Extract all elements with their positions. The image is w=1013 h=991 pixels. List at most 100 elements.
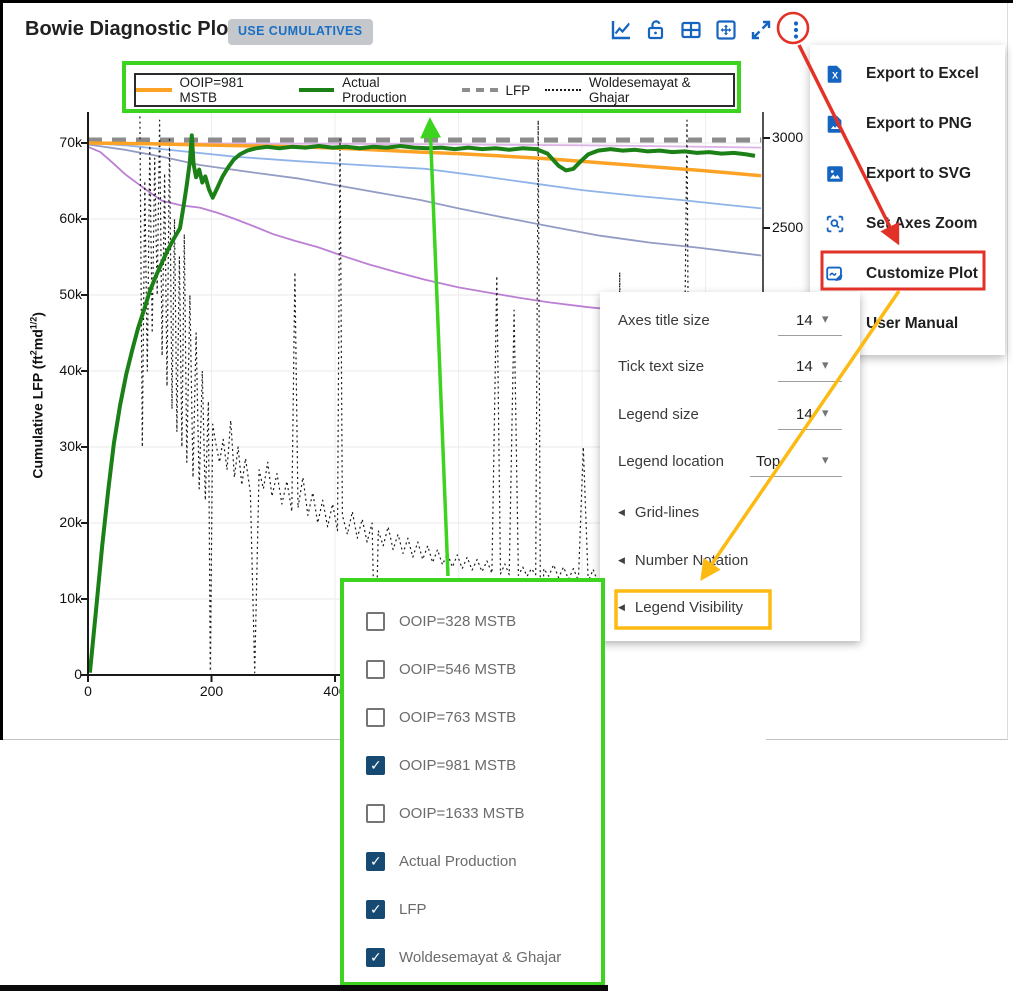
- menu-item-label: Export to SVG: [866, 165, 972, 182]
- setting-row-legend-location: Legend location Top ▾: [600, 446, 860, 480]
- tick-text-size-select[interactable]: 14: [796, 358, 813, 375]
- svg-image-icon: [824, 163, 846, 185]
- y-axis-title-sup: 2: [28, 350, 39, 356]
- page-title: Bowie Diagnostic Plot: [25, 18, 236, 40]
- legend-item-label: Woldesemayat & Ghajar: [588, 75, 691, 105]
- legend-visibility-row[interactable]: ✓ Actual Production: [344, 847, 601, 875]
- select-underline: [750, 476, 842, 477]
- y-axis-title-text: md: [29, 329, 46, 351]
- select-underline: [778, 429, 842, 430]
- checkbox[interactable]: ✓: [366, 851, 385, 871]
- legend-visibility-row[interactable]: ✓ OOIP=981 MSTB: [344, 751, 601, 779]
- legend-visibility-panel: ✓ OOIP=328 MSTB ✓ OOIP=546 MSTB ✓ OOIP=7…: [340, 578, 605, 986]
- legend-line-sample: [461, 88, 498, 92]
- fullscreen-icon[interactable]: [749, 18, 773, 42]
- check-icon: ✓: [370, 852, 382, 869]
- legend-visibility-label: OOIP=546 MSTB: [399, 660, 517, 678]
- setting-row-legend-size: Legend size 14 ▾: [600, 399, 860, 433]
- legend-line-sample: [545, 89, 581, 91]
- plot-toolbar: [609, 18, 808, 42]
- y-axis-title-sup: 1/2: [28, 316, 39, 330]
- section-legend-visibility[interactable]: ◀ Legend Visibility: [618, 595, 743, 619]
- legend-location-select[interactable]: Top: [756, 453, 781, 470]
- menu-item-export-to-svg[interactable]: Export to SVG: [810, 149, 1005, 199]
- legend-visibility-label: LFP: [399, 900, 427, 918]
- customize-plot-icon: [824, 263, 846, 285]
- legend-line-sample: [136, 88, 172, 92]
- menu-item-set-axes-zoom[interactable]: Set Axes Zoom: [810, 199, 1005, 249]
- chevron-down-icon[interactable]: ▾: [822, 405, 829, 420]
- legend-visibility-row[interactable]: ✓ OOIP=546 MSTB: [344, 655, 601, 683]
- menu-item-label: User Manual: [866, 315, 959, 332]
- legend-item[interactable]: OOIP=981 MSTB: [136, 75, 284, 105]
- section-label: Grid-lines: [634, 503, 700, 521]
- legend-item[interactable]: Actual Production: [298, 75, 447, 105]
- legend-visibility-row[interactable]: ✓ LFP: [344, 895, 601, 923]
- legend-size-select[interactable]: 14: [796, 406, 813, 423]
- window-border-top: [0, 0, 1013, 3]
- legend-item-label: Actual Production: [342, 75, 407, 105]
- setting-row-tick-text-size: Tick text size 14 ▾: [600, 351, 860, 385]
- select-underline: [778, 381, 842, 382]
- legend-visibility-label: Actual Production: [399, 852, 517, 870]
- select-underline: [778, 335, 842, 336]
- checkbox[interactable]: ✓: [366, 659, 385, 679]
- collapse-arrow-icon: ◀: [618, 554, 625, 565]
- setting-row-axes-title-size: Axes title size 14 ▾: [600, 305, 860, 339]
- collapse-arrow-icon: ◀: [618, 506, 625, 517]
- collapse-arrow-icon: ◀: [618, 601, 625, 612]
- y-axis-title-text: Cumulative LFP (ft: [29, 355, 46, 479]
- section-label: Number Notation: [634, 551, 749, 569]
- checkbox[interactable]: ✓: [366, 755, 385, 775]
- checkbox[interactable]: ✓: [366, 803, 385, 823]
- legend-visibility-label: OOIP=981 MSTB: [399, 756, 517, 774]
- check-icon: ✓: [370, 756, 382, 773]
- checkbox[interactable]: ✓: [366, 947, 385, 967]
- menu-item-export-to-excel[interactable]: X Export to Excel: [810, 49, 1005, 99]
- y-axis-title-text: ): [29, 312, 46, 317]
- checkbox[interactable]: ✓: [366, 899, 385, 919]
- legend-line-sample: [298, 88, 335, 92]
- menu-item-label: Customize Plot: [866, 265, 978, 282]
- legend-visibility-label: OOIP=763 MSTB: [399, 708, 517, 726]
- setting-label: Tick text size: [618, 358, 705, 375]
- chevron-down-icon[interactable]: ▾: [822, 452, 829, 467]
- legend-visibility-row[interactable]: ✓ Woldesemayat & Ghajar: [344, 943, 601, 971]
- legend-visibility-label: Woldesemayat & Ghajar: [399, 948, 562, 966]
- section-number-notation[interactable]: ◀ Number Notation: [618, 548, 748, 572]
- section-grid-lines[interactable]: ◀ Grid-lines: [618, 500, 699, 524]
- menu-item-label: Export to PNG: [866, 115, 972, 132]
- plot-legend: OOIP=981 MSTB Actual Production LFP Wold…: [134, 73, 735, 107]
- checkbox[interactable]: ✓: [366, 611, 385, 631]
- checkbox[interactable]: ✓: [366, 707, 385, 727]
- legend-visibility-row[interactable]: ✓ OOIP=328 MSTB: [344, 607, 601, 635]
- svg-text:X: X: [832, 71, 839, 81]
- axes-title-size-select[interactable]: 14: [796, 312, 813, 329]
- legend-visibility-row[interactable]: ✓ OOIP=763 MSTB: [344, 703, 601, 731]
- legend-item-label: OOIP=981 MSTB: [179, 75, 244, 105]
- table-icon[interactable]: [679, 18, 703, 42]
- section-label: Legend Visibility: [634, 598, 744, 616]
- setting-label: Legend location: [618, 453, 724, 470]
- customize-plot-panel: Axes title size 14 ▾ Tick text size 14 ▾…: [600, 292, 860, 641]
- setting-label: Legend size: [618, 406, 699, 423]
- png-file-icon: [824, 113, 846, 135]
- check-icon: ✓: [370, 900, 382, 917]
- chevron-down-icon[interactable]: ▾: [822, 357, 829, 372]
- line-chart-icon[interactable]: [609, 18, 633, 42]
- window-border-left: [0, 0, 3, 740]
- legend-item[interactable]: LFP: [461, 83, 530, 98]
- legend-item[interactable]: Woldesemayat & Ghajar: [545, 75, 733, 105]
- use-cumulatives-button[interactable]: USE CUMULATIVES: [228, 19, 373, 45]
- check-icon: ✓: [370, 948, 382, 965]
- setting-label: Axes title size: [618, 312, 710, 329]
- legend-visibility-label: OOIP=1633 MSTB: [399, 804, 525, 822]
- axes-zoom-icon: [824, 213, 846, 235]
- pan-icon[interactable]: [714, 18, 738, 42]
- legend-visibility-row[interactable]: ✓ OOIP=1633 MSTB: [344, 799, 601, 827]
- chevron-down-icon[interactable]: ▾: [822, 311, 829, 326]
- more-options-icon[interactable]: [784, 18, 808, 42]
- unlock-icon[interactable]: [644, 18, 668, 42]
- menu-item-export-to-png[interactable]: Export to PNG: [810, 99, 1005, 149]
